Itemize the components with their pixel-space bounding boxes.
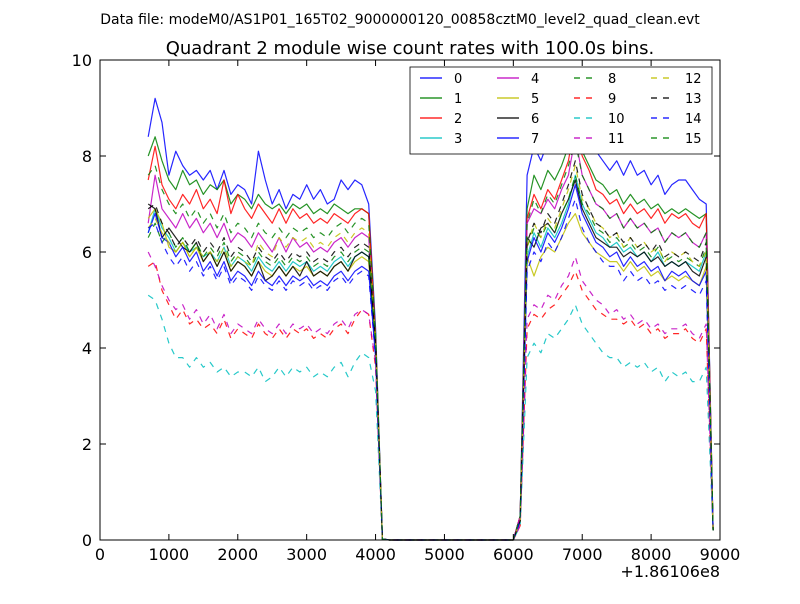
legend-label-1: 1 — [454, 92, 462, 107]
x-tick-label: 8000 — [631, 545, 672, 564]
x-tick-label: 1000 — [149, 545, 190, 564]
x-tick-label: 3000 — [286, 545, 327, 564]
series-line-10 — [147, 294, 714, 541]
legend-box — [409, 66, 713, 155]
x-tick-label: 7000 — [562, 545, 603, 564]
suptitle: Data file: modeM0/AS1P01_165T02_90000001… — [100, 12, 700, 28]
legend-label-5: 5 — [531, 92, 539, 107]
legend-label-8: 8 — [608, 72, 616, 87]
legend-label-0: 0 — [454, 72, 462, 87]
plot-frame — [99, 59, 721, 541]
x-tick-label: 4000 — [355, 545, 396, 564]
legend-label-3: 3 — [454, 132, 462, 147]
legend-label-2: 2 — [454, 112, 462, 127]
legend-label-9: 9 — [608, 92, 616, 107]
y-tick-label: 6 — [82, 243, 92, 262]
x-tick-label: 5000 — [424, 545, 465, 564]
series-line-13 — [147, 160, 714, 541]
x-tick-label: 9000 — [700, 545, 741, 564]
legend-label-7: 7 — [531, 132, 539, 147]
y-tick-label: 8 — [82, 147, 92, 166]
legend-label-4: 4 — [531, 72, 539, 87]
legend-label-15: 15 — [685, 132, 702, 147]
legend-label-13: 13 — [685, 92, 702, 107]
y-tick-label: 0 — [82, 531, 92, 550]
y-tick-label: 10 — [72, 51, 92, 70]
x-tick-label: 6000 — [493, 545, 534, 564]
legend-label-12: 12 — [685, 72, 702, 87]
x-tick-label: 0 — [95, 545, 105, 564]
series-line-12 — [147, 165, 714, 541]
chart-title: Quadrant 2 module wise count rates with … — [166, 38, 655, 59]
x-tick-label: 2000 — [217, 545, 258, 564]
x-offset-label: +1.86106e8 — [620, 562, 720, 581]
ticks-layer: 0 1000 2000 3000 4000 5000 6000 7000 8000 9000 0 2 4… — [72, 51, 741, 564]
y-tick-label: 2 — [82, 435, 92, 454]
legend-label-11: 11 — [608, 132, 625, 147]
legend-label-10: 10 — [608, 112, 625, 127]
legend-label-14: 14 — [685, 112, 702, 127]
legend-label-6: 6 — [531, 112, 539, 127]
y-tick-label: 4 — [82, 339, 92, 358]
